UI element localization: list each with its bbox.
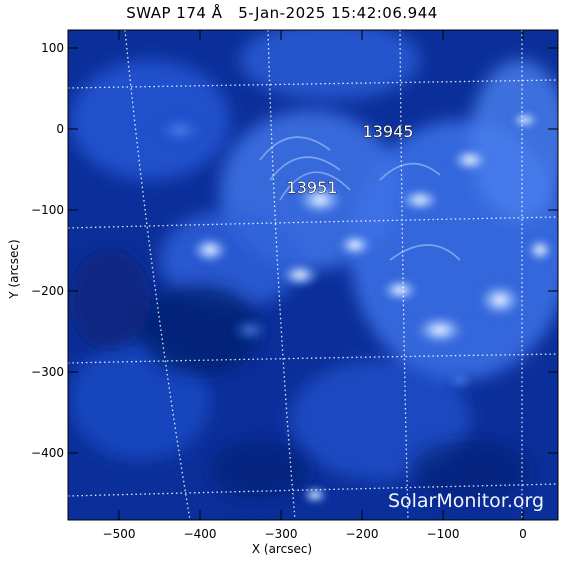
x-tick-label: −300	[265, 527, 298, 541]
image-title: SWAP 174 Å 5-Jan-2025 15:42:06.944	[126, 4, 438, 22]
x-axis-label: X (arcsec)	[251, 542, 313, 556]
coordinate-grid	[68, 30, 558, 520]
y-tick-label: −200	[31, 284, 64, 298]
region-label-13951: 13951	[287, 178, 338, 197]
plot-frame	[67, 29, 559, 521]
y-tick-label: −100	[31, 203, 64, 217]
y-axis-label: Y (arcsec)	[7, 239, 21, 299]
x-tick-label: −200	[346, 527, 379, 541]
watermark-text: SolarMonitor.org	[388, 490, 544, 512]
x-tick-label: −500	[103, 527, 136, 541]
x-tick-label: −400	[184, 527, 217, 541]
y-tick-label: 0	[56, 122, 64, 136]
y-tick-label: 100	[41, 41, 64, 55]
euv-image	[68, 30, 558, 520]
x-tick-marks	[118, 30, 524, 520]
x-tick-label: −100	[427, 527, 460, 541]
region-label-13945: 13945	[363, 122, 414, 141]
y-tick-label: −300	[31, 365, 64, 379]
x-tick-label: 0	[519, 527, 527, 541]
y-tick-label: −400	[31, 446, 64, 460]
y-tick-marks	[68, 47, 558, 454]
